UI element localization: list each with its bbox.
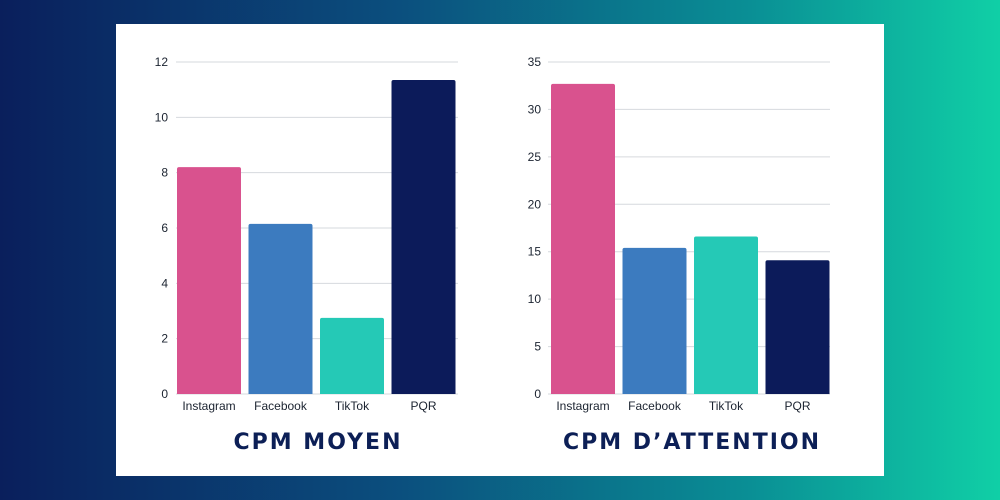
chart2-y-tick-label: 10 bbox=[528, 292, 542, 306]
chart2-y-tick-label: 35 bbox=[528, 55, 542, 69]
chart1-y-tick-label: 6 bbox=[161, 221, 168, 235]
chart2-y-tick-label: 25 bbox=[528, 150, 542, 164]
chart2-x-tick-label: PQR bbox=[784, 399, 810, 413]
chart2-y-tick-label: 20 bbox=[528, 197, 542, 211]
charts-canvas: 0 2 4 6 8 10 12 Instagram Facebook TikTok PQR CPM M… bbox=[155, 55, 830, 455]
chart1-bar-facebook bbox=[248, 223, 313, 394]
chart1-y-tick-label: 2 bbox=[161, 332, 168, 346]
chart-card: 0 2 4 6 8 10 12 Instagram Facebook TikTok PQR CPM M… bbox=[116, 24, 884, 476]
chart2-bar-tiktok bbox=[694, 236, 758, 394]
chart1-title: CPM MOYEN bbox=[233, 430, 402, 455]
chart2-y-tick-label: 5 bbox=[534, 340, 541, 354]
chart1-y-tick-label: 8 bbox=[161, 166, 168, 180]
chart2-y-tick-label: 15 bbox=[528, 245, 542, 259]
chart2-bar-facebook bbox=[622, 247, 687, 394]
chart2-y-tick-label: 30 bbox=[528, 102, 542, 116]
chart1-bar-instagram bbox=[177, 167, 241, 394]
chart2-title: CPM D’ATTENTION bbox=[563, 430, 821, 455]
chart1-x-tick-label: Facebook bbox=[254, 399, 308, 413]
chart1-bar-pqr bbox=[391, 79, 456, 394]
chart1-bar-tiktok bbox=[320, 317, 384, 394]
chart1-y-tick-label: 0 bbox=[161, 387, 168, 401]
chart1-y-tick-label: 12 bbox=[155, 55, 169, 69]
chart1-x-tick-label: TikTok bbox=[335, 399, 370, 413]
chart2-y-tick-label: 0 bbox=[534, 387, 541, 401]
chart1-x-tick-label: Instagram bbox=[182, 399, 235, 413]
chart1-x-tick-label: PQR bbox=[410, 399, 436, 413]
chart2-bar-instagram bbox=[551, 83, 615, 395]
chart2-x-tick-label: Instagram bbox=[556, 399, 609, 413]
chart1-y-tick-label: 4 bbox=[161, 276, 168, 290]
chart2-x-tick-label: Facebook bbox=[628, 399, 682, 413]
chart2-x-tick-label: TikTok bbox=[709, 399, 744, 413]
chart2-bar-pqr bbox=[765, 260, 830, 394]
chart1-y-tick-label: 10 bbox=[155, 110, 169, 124]
